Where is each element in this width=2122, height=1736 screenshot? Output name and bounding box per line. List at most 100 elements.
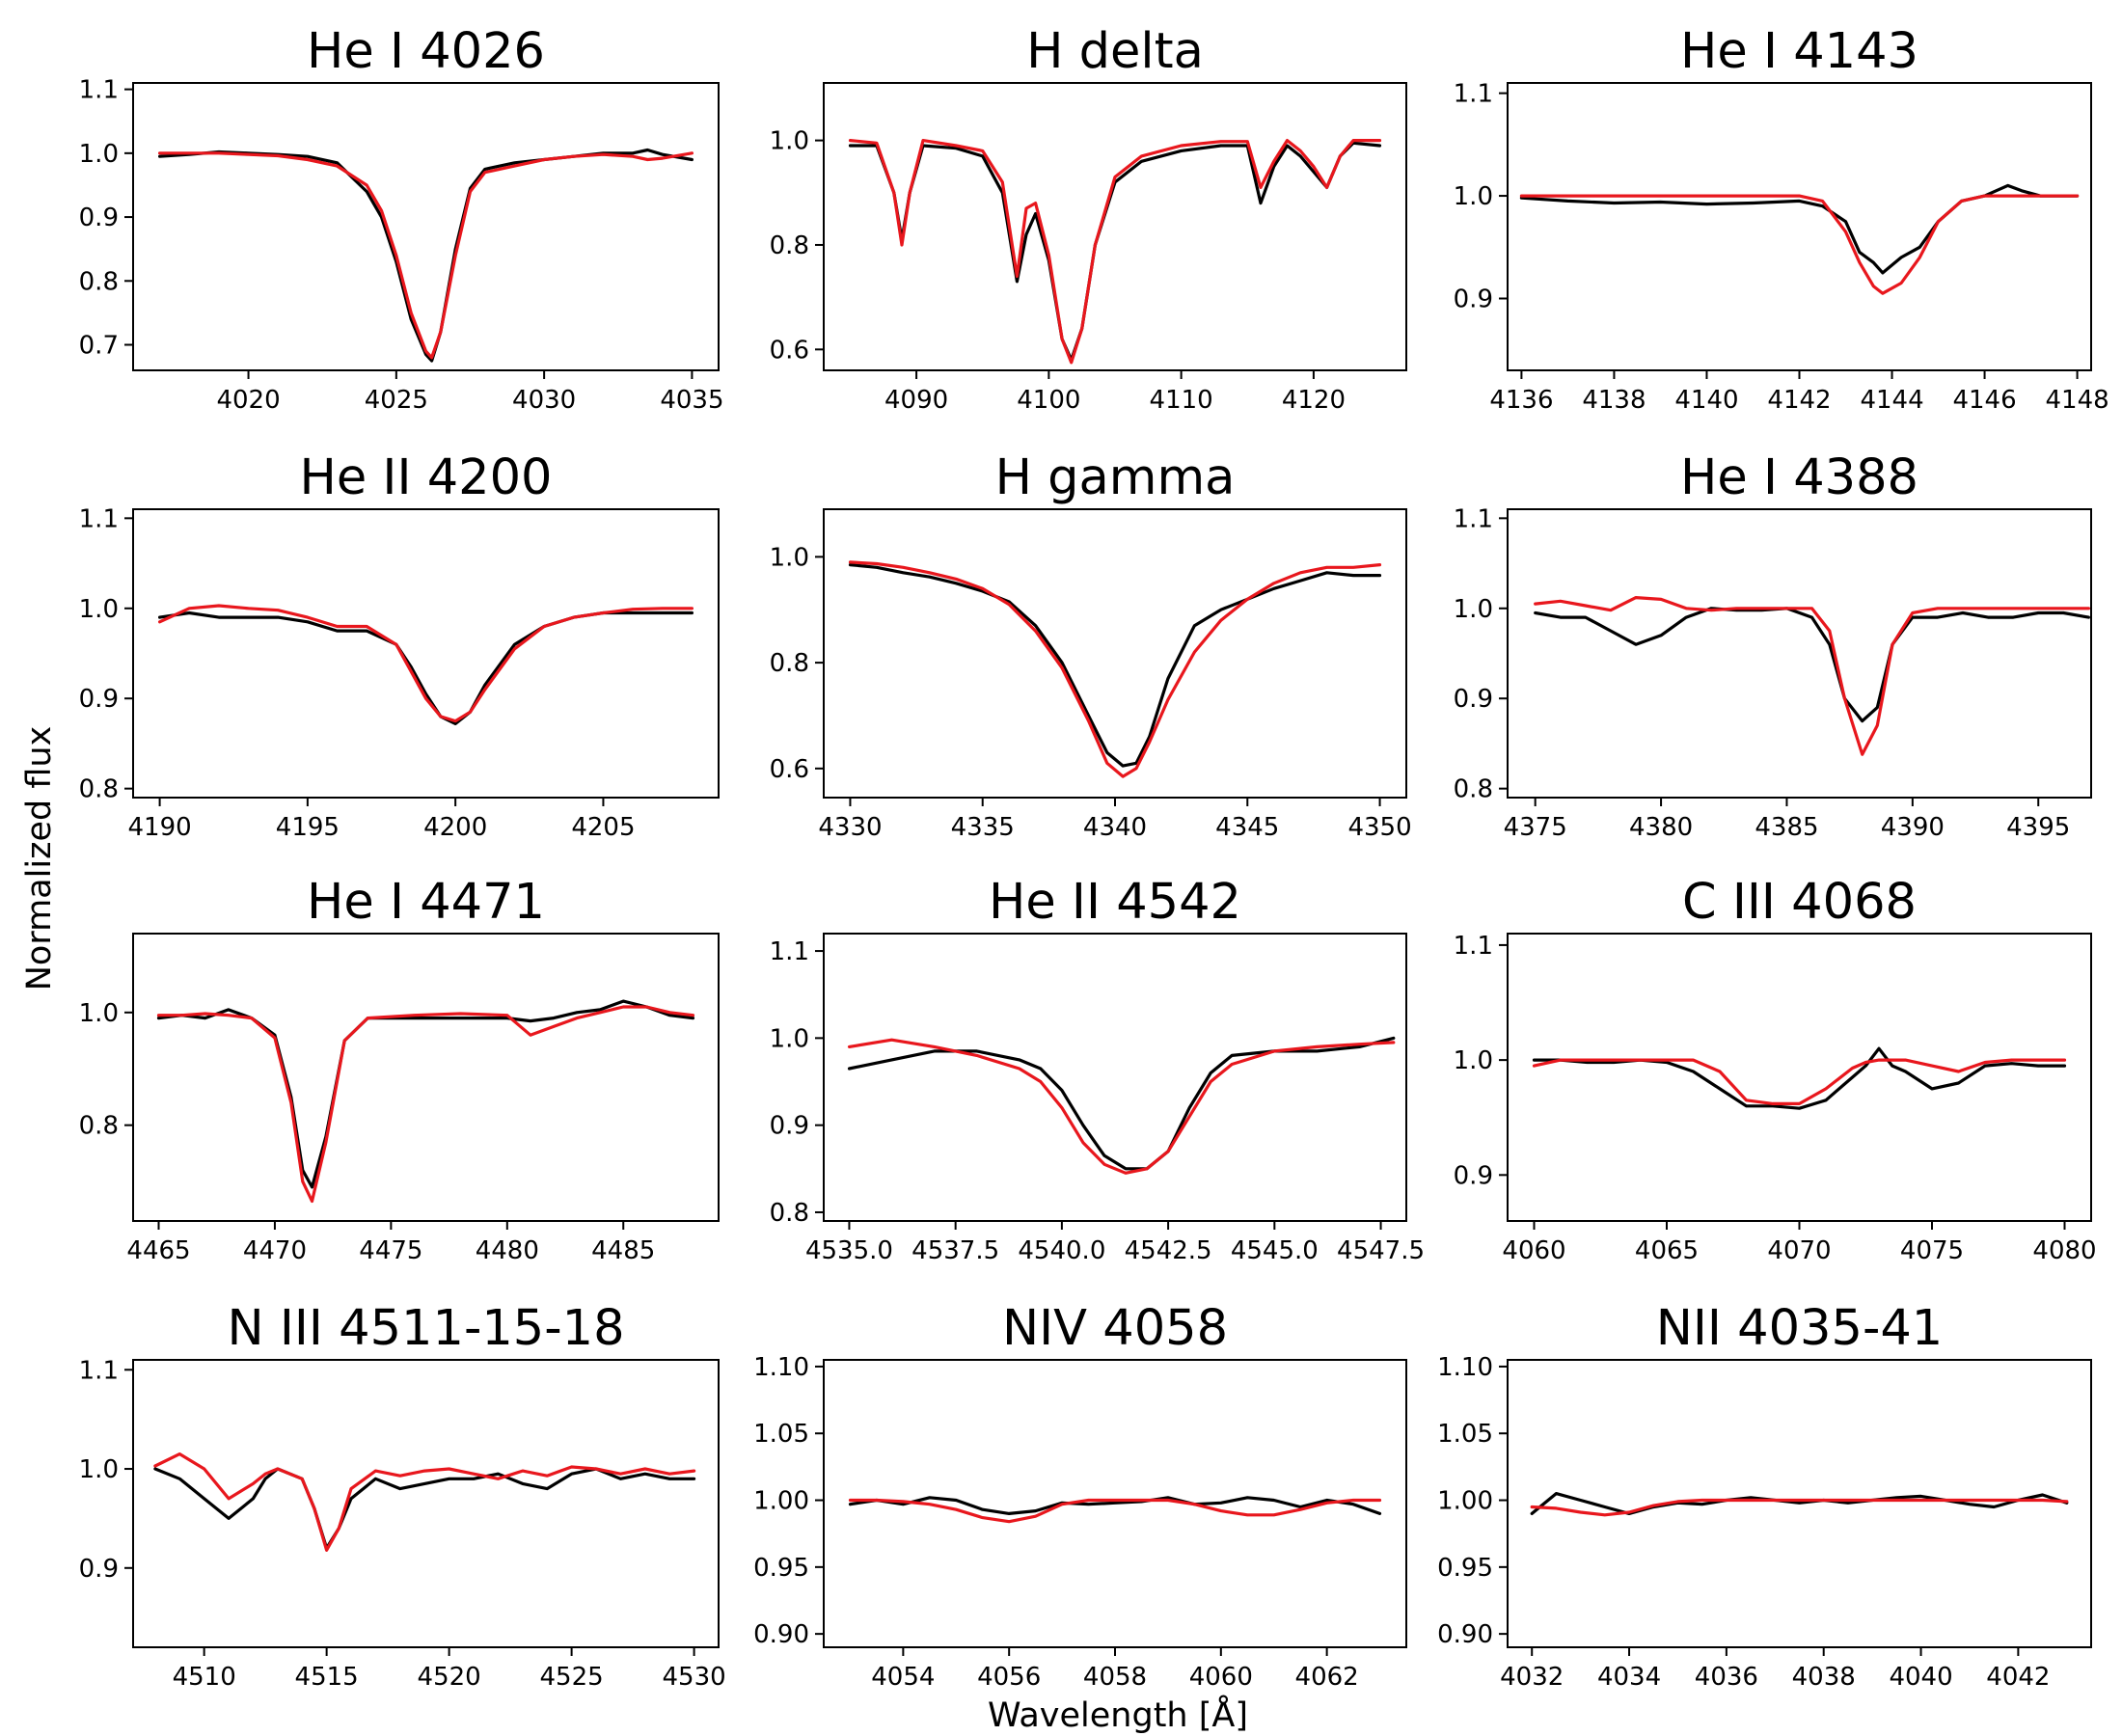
y-tick-label: 1.1 <box>79 76 119 105</box>
axes-frame <box>1507 508 2092 799</box>
x-tick-label: 4140 <box>1674 386 1738 415</box>
subplot-12: NII 4035-41 4032 4034 4036 4038 4040 4042 0.90 0… <box>1437 1300 2092 1692</box>
subplot-grid: He I 4026 4020 4025 4030 4035 0.7 0.8 0.9 1.0 1.1… <box>79 23 2109 1692</box>
model-spectrum-line <box>1534 595 2090 756</box>
y-tick-label: 0.95 <box>753 1554 809 1583</box>
subplot-4: He II 4200 4190 4195 4200 4205 0.8 0.9 1.0 1.1 <box>79 449 720 842</box>
observed-spectrum-line <box>1519 183 2080 275</box>
x-tick-label: 4036 <box>1695 1663 1758 1692</box>
subplot-3: He I 4143 4136 4138 4140 4142 4144 4146 4148 0.9… <box>1454 23 2109 415</box>
y-axis-label: Normalized flux <box>20 726 59 991</box>
subplot-title: He I 4388 <box>1680 449 1918 506</box>
y-tick-label: 1.0 <box>79 595 119 624</box>
model-spectrum-line <box>1519 194 2080 295</box>
x-tick-label: 4120 <box>1282 386 1346 415</box>
x-tick-label: 4030 <box>512 386 576 415</box>
subplot-8: He II 4542 4535.0 4537.5 4540.0 4542.5 4545.0… <box>770 874 1425 1265</box>
y-tick-label: 0.7 <box>79 332 119 361</box>
observed-spectrum-line <box>158 610 694 726</box>
observed-spectrum-line <box>1534 607 2090 723</box>
y-tick-label: 0.90 <box>1437 1620 1493 1649</box>
subplot-title: He I 4471 <box>307 874 545 931</box>
x-tick-label: 4537.5 <box>911 1236 999 1265</box>
axes-frame <box>132 82 720 371</box>
x-tick-label: 4330 <box>818 813 882 842</box>
model-spectrum-line <box>158 151 694 360</box>
subplot-title: NII 4035-41 <box>1656 1300 1944 1357</box>
y-tick-label: 0.8 <box>1454 775 1493 804</box>
y-tick-label: 1.0 <box>770 1024 809 1053</box>
observed-spectrum-line <box>1530 1491 2069 1516</box>
x-tick-label: 4054 <box>871 1663 935 1692</box>
x-tick-label: 4070 <box>1767 1236 1831 1265</box>
x-tick-label: 4485 <box>591 1236 655 1265</box>
x-tick-label: 4190 <box>128 813 192 842</box>
x-tick-label: 4465 <box>126 1236 190 1265</box>
x-tick-label: 4375 <box>1504 813 1567 842</box>
y-tick-label: 0.9 <box>79 1555 119 1584</box>
axes-frame <box>1507 933 2092 1222</box>
x-tick-label: 4480 <box>476 1236 539 1265</box>
x-tick-label: 4515 <box>295 1663 359 1692</box>
x-tick-label: 4034 <box>1597 1663 1661 1692</box>
x-tick-label: 4470 <box>243 1236 307 1265</box>
x-tick-label: 4146 <box>1952 386 2016 415</box>
x-tick-label: 4380 <box>1629 813 1693 842</box>
x-tick-label: 4020 <box>216 386 280 415</box>
x-axis-label: Wavelength [Å] <box>988 1694 1248 1735</box>
axes-frame <box>132 508 720 799</box>
x-tick-label: 4205 <box>571 813 635 842</box>
x-tick-label: 4545.0 <box>1231 1236 1319 1265</box>
y-tick-label: 1.0 <box>79 999 119 1028</box>
axes-frame <box>1507 1359 2092 1648</box>
model-spectrum-line <box>848 1498 1382 1524</box>
y-tick-label: 1.1 <box>1454 504 1493 533</box>
x-tick-label: 4075 <box>1900 1236 1964 1265</box>
y-tick-label: 1.1 <box>1454 932 1493 961</box>
subplot-9: C III 4068 4060 4065 4070 4075 4080 0.9 1.0 1.1 <box>1454 874 2097 1265</box>
y-tick-label: 1.10 <box>753 1353 809 1382</box>
subplot-6: He I 4388 4375 4380 4385 4390 4395 0.8 0.9 1.0 1.… <box>1454 449 2092 842</box>
x-tick-label: 4395 <box>2006 813 2070 842</box>
y-tick-label: 0.8 <box>770 1199 809 1228</box>
subplot-title: N III 4511-15-18 <box>227 1300 624 1357</box>
model-spectrum-line <box>848 560 1382 778</box>
subplot-1: He I 4026 4020 4025 4030 4035 0.7 0.8 0.9 1.0 1.1 <box>79 23 724 415</box>
y-tick-label: 0.90 <box>753 1620 809 1649</box>
x-tick-label: 4475 <box>359 1236 422 1265</box>
x-tick-label: 4035 <box>660 386 723 415</box>
y-tick-label: 1.05 <box>1437 1420 1493 1449</box>
x-tick-label: 4148 <box>2046 386 2109 415</box>
x-tick-label: 4340 <box>1083 813 1147 842</box>
y-tick-label: 1.0 <box>1454 1046 1493 1075</box>
subplot-title: He II 4542 <box>989 874 1241 931</box>
x-tick-label: 4090 <box>884 386 948 415</box>
y-tick-label: 0.6 <box>770 755 809 784</box>
x-tick-label: 4142 <box>1767 386 1831 415</box>
observed-spectrum-line <box>847 1036 1396 1171</box>
y-tick-label: 1.10 <box>1437 1353 1493 1382</box>
y-tick-label: 0.9 <box>79 685 119 714</box>
x-tick-label: 4080 <box>2032 1236 2096 1265</box>
y-tick-label: 0.8 <box>79 267 119 296</box>
x-tick-label: 4038 <box>1792 1663 1856 1692</box>
x-tick-label: 4345 <box>1215 813 1279 842</box>
model-spectrum-line <box>156 1005 695 1204</box>
subplot-11: NIV 4058 4054 4056 4058 4060 4062 0.90 0.95 1.00… <box>753 1300 1407 1692</box>
x-tick-label: 4042 <box>1986 1663 2050 1692</box>
y-tick-label: 0.9 <box>1454 1161 1493 1190</box>
y-tick-label: 1.0 <box>770 543 809 572</box>
observed-spectrum-line <box>156 999 695 1189</box>
y-tick-label: 1.1 <box>79 504 119 533</box>
observed-spectrum-line <box>158 148 694 363</box>
observed-spectrum-line <box>848 1496 1382 1516</box>
observed-spectrum-line <box>153 1467 696 1550</box>
subplot-title: C III 4068 <box>1682 874 1917 931</box>
y-tick-label: 1.0 <box>79 1455 119 1484</box>
x-tick-label: 4062 <box>1295 1663 1359 1692</box>
x-tick-label: 4540.0 <box>1018 1236 1105 1265</box>
x-tick-label: 4100 <box>1017 386 1080 415</box>
model-spectrum-line <box>158 604 694 723</box>
model-spectrum-line <box>1530 1498 2069 1517</box>
